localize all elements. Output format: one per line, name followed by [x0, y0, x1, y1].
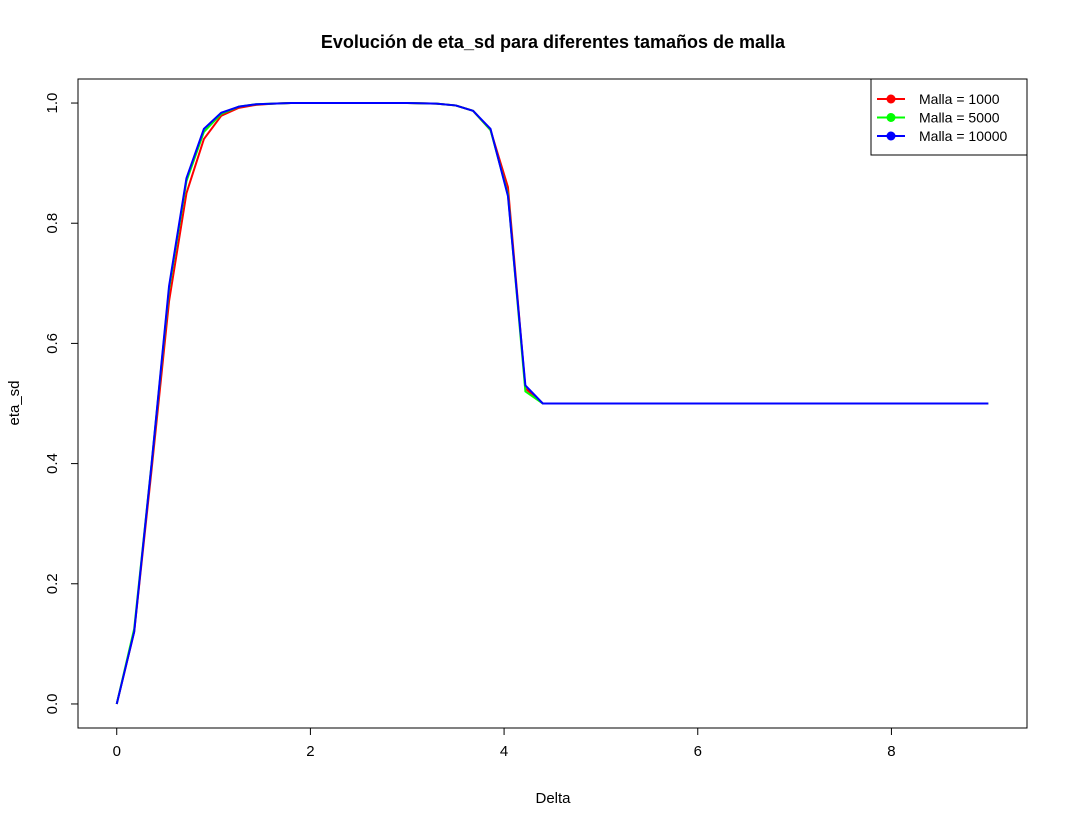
- x-tick-label: 4: [500, 743, 508, 760]
- y-axis: 0.0 0.2 0.4 0.6 0.8 1.0: [44, 93, 79, 715]
- legend-marker-3: [886, 131, 896, 141]
- x-tick-label: 2: [306, 743, 314, 760]
- y-tick-label: 0.4: [44, 453, 61, 474]
- legend-label-3: Malla = 10000: [919, 128, 1008, 144]
- y-tick-label: 0.8: [44, 213, 61, 234]
- legend: Malla = 1000 Malla = 5000 Malla = 10000: [870, 78, 1028, 156]
- y-tick-label: 0.0: [44, 694, 61, 715]
- chart-title: Evolución de eta_sd para diferentes tama…: [321, 32, 786, 52]
- x-axis-label: Delta: [535, 790, 571, 807]
- x-tick-label: 6: [694, 743, 702, 760]
- legend-label-2: Malla = 5000: [919, 110, 1000, 126]
- series-layer: [115, 102, 989, 705]
- y-tick-label: 0.2: [44, 573, 61, 594]
- legend-label-1: Malla = 1000: [919, 91, 1000, 107]
- y-axis-label: eta_sd: [6, 380, 23, 425]
- x-tick-label: 8: [887, 743, 895, 760]
- legend-marker-1: [886, 94, 896, 104]
- legend-marker-2: [886, 113, 896, 122]
- y-tick-label: 0.6: [44, 333, 61, 354]
- series-line-3: [115, 102, 989, 705]
- y-tick-label: 1.0: [44, 93, 61, 114]
- x-axis: 0 2 4 6 8: [113, 727, 896, 760]
- x-tick-label: 0: [113, 743, 121, 760]
